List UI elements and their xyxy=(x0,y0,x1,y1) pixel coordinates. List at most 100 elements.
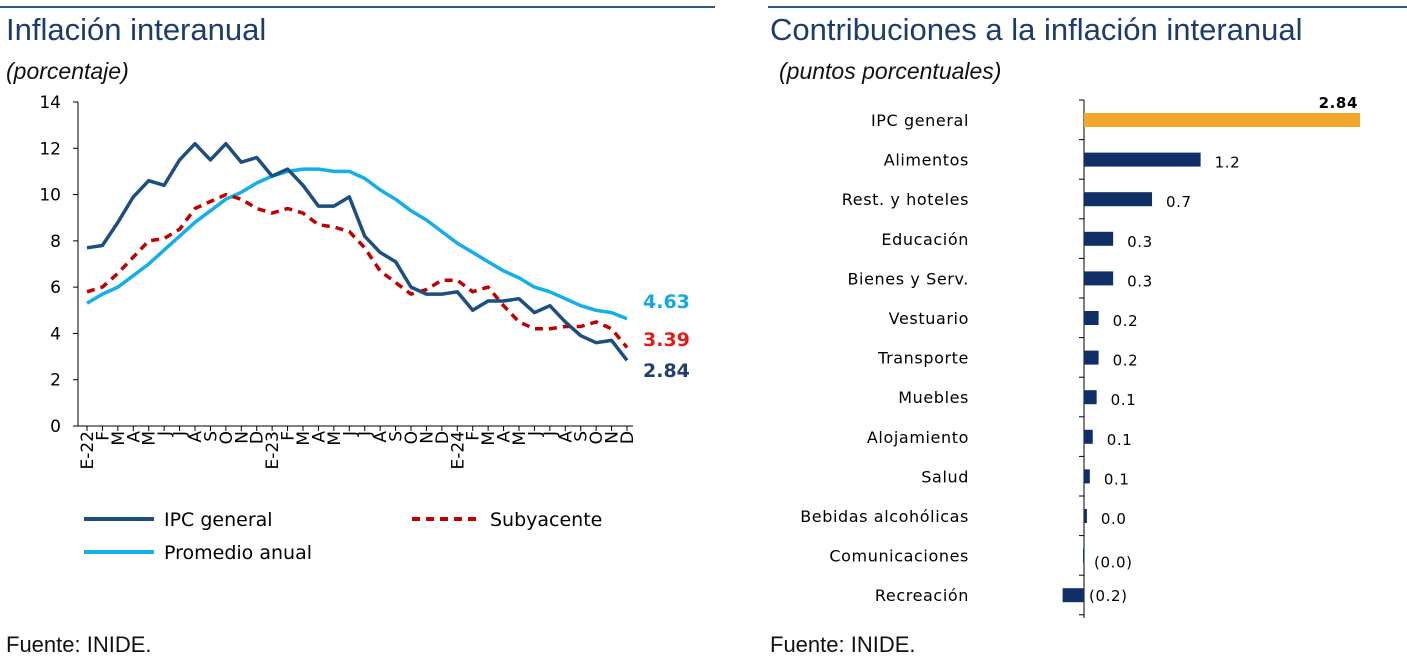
bar-value-label: 1.2 xyxy=(1215,154,1241,172)
x-tick-label: E-23 xyxy=(263,431,283,470)
category-label: Transporte xyxy=(877,349,969,368)
bar xyxy=(1084,311,1099,325)
category-label: Vestuario xyxy=(889,309,969,328)
x-tick-label: F xyxy=(279,431,299,441)
x-tick-label: N xyxy=(603,431,623,444)
bar xyxy=(1084,390,1097,405)
source-note: Fuente: INIDE. xyxy=(6,632,152,657)
x-tick-label: A xyxy=(186,431,206,443)
y-tick-label: 14 xyxy=(39,93,61,113)
y-tick-label: 8 xyxy=(50,232,61,252)
category-label: Recreación xyxy=(875,586,969,605)
x-tick-label: J xyxy=(356,431,376,437)
x-tick-label: O xyxy=(587,431,607,444)
bar-value-label: 0.2 xyxy=(1113,352,1139,370)
chart-subtitle: (porcentaje) xyxy=(6,58,129,84)
y-tick-label: 2 xyxy=(50,371,61,391)
x-tick-label: A xyxy=(124,431,144,443)
bar-value-label: 0.1 xyxy=(1111,391,1137,409)
series-line-ipc-general xyxy=(86,141,629,362)
bar xyxy=(1084,350,1099,365)
x-tick-label: A xyxy=(495,431,515,443)
bar-value-label: 0.2 xyxy=(1113,312,1139,330)
x-tick-label: N xyxy=(417,431,437,444)
bar xyxy=(1062,588,1084,603)
chart-title: Inflación interanual xyxy=(6,12,267,47)
bar xyxy=(1084,113,1360,127)
y-tick-label: 6 xyxy=(50,278,61,298)
x-tick-label: F xyxy=(464,431,484,441)
end-value-label: 4.63 xyxy=(643,291,690,313)
x-tick-label: A xyxy=(371,431,391,443)
x-tick-label: J xyxy=(525,431,545,437)
bar xyxy=(1084,469,1090,484)
bar-value-label: (0.0) xyxy=(1094,554,1133,572)
bar-value-label: (0.2) xyxy=(1089,587,1128,605)
bar-value-label: 0.1 xyxy=(1107,431,1133,449)
source-note: Fuente: INIDE. xyxy=(770,632,916,657)
panel-top-rule xyxy=(0,6,715,8)
category-label: Rest. y hoteles xyxy=(842,190,969,209)
x-tick-label: M xyxy=(479,431,499,446)
legend-label: Promedio anual xyxy=(164,542,312,564)
x-tick-label: D xyxy=(248,431,268,444)
x-tick-label: A xyxy=(556,431,576,443)
end-value-label: 2.84 xyxy=(643,360,690,382)
x-tick-label: E-22 xyxy=(78,431,98,470)
bar xyxy=(1084,192,1153,207)
category-label: Comunicaciones xyxy=(829,547,969,566)
x-tick-label: S xyxy=(201,431,221,442)
x-tick-label: F xyxy=(93,431,113,441)
category-label: Alojamiento xyxy=(867,428,969,447)
category-label: IPC general xyxy=(871,111,969,130)
x-tick-label: A xyxy=(309,431,329,443)
bar xyxy=(1084,152,1201,167)
x-tick-label: O xyxy=(217,431,237,444)
x-tick-label: N xyxy=(232,431,252,444)
x-tick-label: M xyxy=(109,431,129,446)
y-tick-label: 4 xyxy=(50,324,61,344)
bar xyxy=(1083,548,1085,563)
bar-value-label: 0.7 xyxy=(1166,193,1192,211)
y-tick-label: 0 xyxy=(50,417,61,437)
x-tick-label: D xyxy=(433,431,453,444)
x-tick-label: M xyxy=(325,431,345,446)
legend-label: IPC general xyxy=(164,509,273,531)
x-tick-label: M xyxy=(294,431,314,446)
x-tick-label: E-24 xyxy=(448,431,468,470)
contributions-panel: Contribuciones a la inflación interanual… xyxy=(764,0,1407,663)
y-tick-label: 10 xyxy=(39,186,61,206)
category-label: Bebidas alcohólicas xyxy=(800,507,969,526)
x-tick-label: S xyxy=(572,431,592,442)
category-label: Salud xyxy=(921,467,969,486)
x-tick-label: D xyxy=(618,431,638,444)
x-tick-label: J xyxy=(155,431,175,437)
y-tick-label: 12 xyxy=(39,139,61,159)
end-value-label: 3.39 xyxy=(643,329,690,351)
x-tick-label: J xyxy=(541,431,561,437)
bar-value-label: 2.84 xyxy=(1319,94,1358,112)
inflation-panel: Inflación interanual (porcentaje) 0 2 4 6 8 1… xyxy=(0,6,715,657)
x-tick-label: J xyxy=(340,431,360,437)
line-chart: 02468101214E-22FMAMJJASONDE-23FMAMJJASON… xyxy=(39,93,690,564)
chart-subtitle: (puntos porcentuales) xyxy=(779,58,1002,84)
bar xyxy=(1084,271,1114,286)
panel-top-rule xyxy=(768,6,1407,8)
x-tick-label: O xyxy=(402,431,422,444)
chart-title: Contribuciones a la inflación interanual xyxy=(770,12,1303,47)
series-line-promedio-anual xyxy=(86,167,628,321)
x-tick-label: M xyxy=(140,431,160,446)
category-label: Alimentos xyxy=(884,151,969,170)
bar-chart: IPC general 2.84 Alimentos 1.2 Rest. y hotel… xyxy=(800,94,1360,618)
bar xyxy=(1084,509,1087,523)
bar-value-label: 0.3 xyxy=(1127,233,1153,251)
x-tick-label: M xyxy=(510,431,530,446)
category-label: Bienes y Serv. xyxy=(847,269,969,288)
bar xyxy=(1084,231,1114,246)
legend-label: Subyacente xyxy=(490,509,602,531)
bar-value-label: 0.1 xyxy=(1104,470,1130,488)
x-tick-label: S xyxy=(387,431,407,442)
bar-value-label: 0.3 xyxy=(1127,272,1153,290)
category-label: Muebles xyxy=(898,388,969,407)
category-label: Educación xyxy=(881,230,969,249)
